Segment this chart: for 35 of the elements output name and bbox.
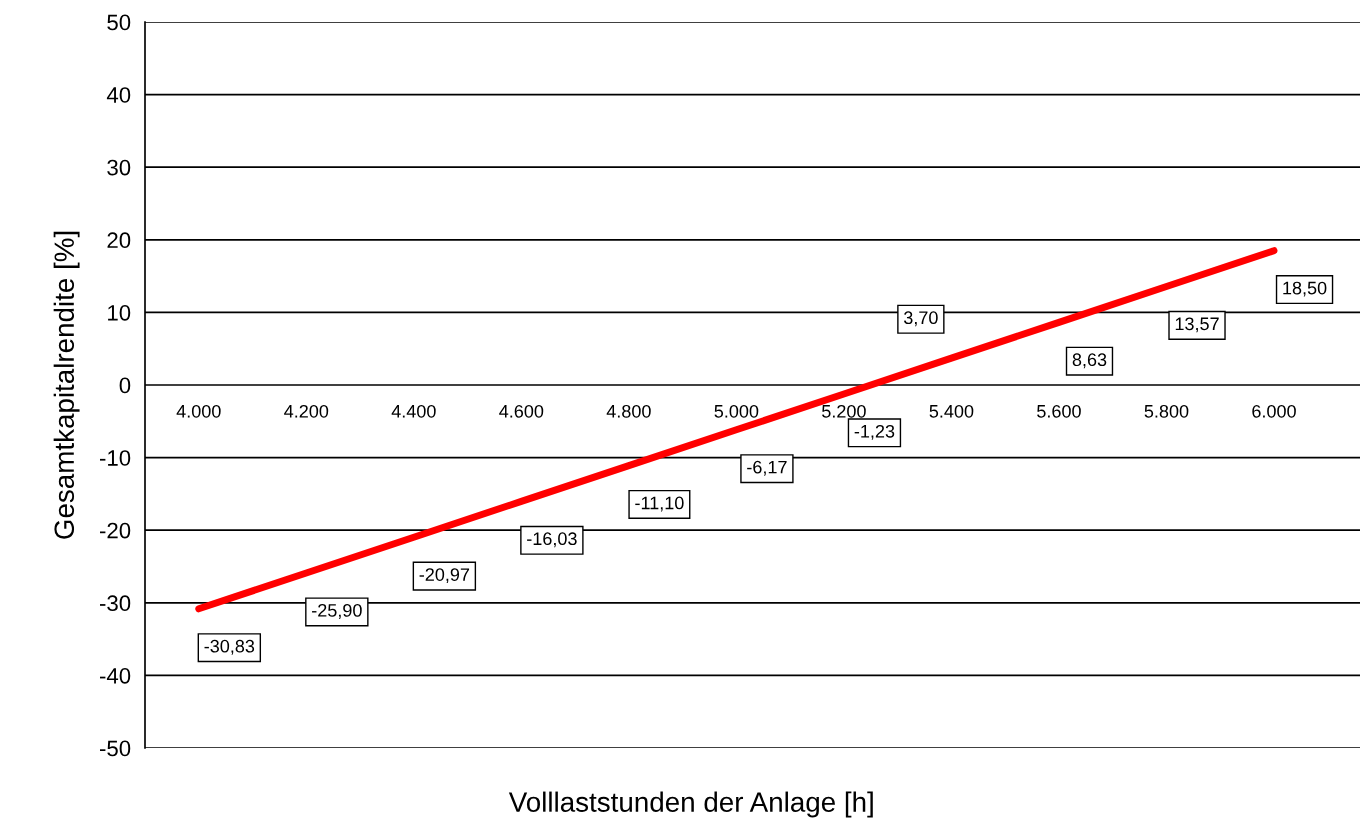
x-tick-label: 5.000 (714, 404, 759, 418)
x-tick-label: 5.800 (1144, 404, 1189, 418)
x-tick-label: 5.400 (929, 404, 974, 418)
data-label: -16,03 (527, 532, 577, 548)
y-tick-label: 0 (119, 377, 131, 394)
x-tick-label: 5.200 (822, 404, 866, 418)
y-tick-label: -50 (99, 740, 131, 757)
y-axis-title: Gesamtkapitalrendite [%] (53, 231, 80, 539)
data-label: 13,57 (1175, 317, 1219, 333)
data-label: 8,63 (1072, 353, 1107, 369)
data-label: -6,17 (747, 460, 787, 476)
y-tick-label: -40 (99, 667, 131, 684)
data-label: 18,50 (1283, 281, 1327, 297)
x-tick-label: 6.000 (1252, 404, 1296, 418)
y-tick-label: -20 (99, 522, 131, 539)
y-tick-label: 50 (107, 14, 131, 31)
data-label: -20,97 (419, 568, 470, 584)
x-tick-label: 4.400 (391, 404, 436, 418)
x-axis-title: Volllaststunden der Anlage [h] (508, 791, 873, 818)
x-tick-label: 4.200 (284, 404, 329, 418)
y-tick-label: 30 (107, 159, 131, 176)
x-tick-label: 5.600 (1037, 404, 1081, 418)
y-tick-label: 10 (108, 304, 131, 321)
data-label: -11,10 (635, 496, 684, 512)
y-tick-label: 20 (107, 232, 131, 249)
x-tick-label: 4.000 (176, 404, 221, 418)
x-tick-label: 4.800 (606, 404, 651, 418)
data-label: 3,70 (903, 311, 938, 327)
y-tick-label: -30 (99, 595, 131, 612)
data-label: -1,23 (854, 424, 895, 440)
y-tick-label: -10 (99, 450, 131, 466)
data-label: -25,90 (312, 603, 362, 619)
x-tick-label: 4.600 (499, 404, 544, 418)
y-tick-label: 40 (106, 87, 131, 103)
data-label: -30,83 (204, 639, 255, 655)
